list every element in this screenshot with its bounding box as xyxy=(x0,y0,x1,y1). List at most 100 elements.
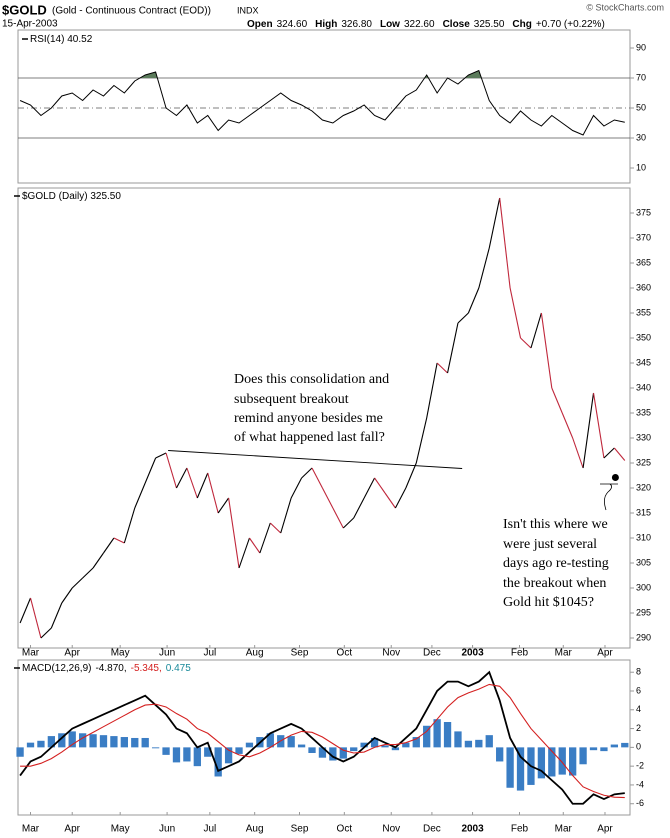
y-tick-label: 90 xyxy=(636,42,646,52)
histogram-bar xyxy=(506,747,514,788)
histogram-bar xyxy=(329,747,337,761)
x-tick-label: Mar xyxy=(555,648,573,659)
quote-label: Open xyxy=(247,19,273,30)
price-segment xyxy=(82,567,94,579)
histogram-bar xyxy=(26,742,35,748)
price-segment xyxy=(92,552,104,569)
price-segment xyxy=(144,457,157,484)
symbol: $GOLD xyxy=(2,2,47,17)
price-segment xyxy=(582,392,595,469)
price-segment xyxy=(499,197,511,289)
price-segment xyxy=(561,412,574,439)
quote-value: 325.50 xyxy=(474,19,505,30)
price-segment xyxy=(447,322,459,374)
price-segment xyxy=(123,507,136,544)
histogram-bar xyxy=(350,747,358,752)
histogram-bar xyxy=(151,747,160,749)
price-segment xyxy=(311,467,323,489)
histogram-bar xyxy=(423,725,431,748)
y-tick-label: 360 xyxy=(636,282,651,292)
annotation: Gold hit $1045? xyxy=(503,595,594,610)
y-tick-label: 310 xyxy=(636,532,651,542)
y-tick-label: 350 xyxy=(636,332,651,342)
price-segment xyxy=(280,497,292,534)
y-tick-label: 320 xyxy=(636,482,651,492)
y-tick-label: 4 xyxy=(636,704,641,714)
panel xyxy=(17,659,631,816)
price-segment xyxy=(551,387,563,414)
price-segment xyxy=(353,497,365,519)
legend-value: 0.475 xyxy=(166,663,191,674)
x-tick-label: Feb xyxy=(511,648,529,659)
price-segment xyxy=(238,537,250,569)
histogram-bar xyxy=(287,736,295,748)
price-segment xyxy=(436,362,448,374)
price-segment xyxy=(405,462,417,489)
x-tick-label: Feb xyxy=(511,824,529,835)
price-segment xyxy=(520,337,532,349)
x-tick-label: Dec xyxy=(423,648,441,659)
annotation: Does this consolidation and xyxy=(234,372,389,387)
histogram-bar xyxy=(141,737,149,748)
series-line xyxy=(20,683,625,799)
price-segment xyxy=(572,437,584,469)
price-segment xyxy=(540,312,553,389)
price-segment xyxy=(40,627,52,639)
annotation-arrow xyxy=(600,483,618,511)
price-segment xyxy=(467,287,480,314)
price-segment xyxy=(613,447,626,461)
histogram-bar xyxy=(37,740,45,748)
panel xyxy=(17,187,631,649)
quote-value: 326.80 xyxy=(341,19,372,30)
legend-label: $GOLD (Daily) 325.50 xyxy=(22,191,121,202)
quote-value: 324.60 xyxy=(277,19,308,30)
y-tick-label: 340 xyxy=(636,382,651,392)
histogram-bar xyxy=(318,747,327,758)
price-segment xyxy=(457,312,469,324)
y-tick-label: 6 xyxy=(636,685,641,695)
histogram-bar xyxy=(78,733,87,748)
y-tick-label: 2 xyxy=(636,723,641,733)
histogram-bar xyxy=(162,747,170,755)
price-segment xyxy=(342,517,355,529)
quote-label: High xyxy=(315,19,337,30)
x-tick-label: Apr xyxy=(64,824,80,835)
histogram-bar xyxy=(245,742,254,748)
y-tick-label: 300 xyxy=(636,582,651,592)
histogram-bar xyxy=(370,737,379,748)
price-segment xyxy=(186,467,198,499)
annotation: of what happened last fall? xyxy=(234,430,385,445)
series-line xyxy=(19,69,625,136)
date: 15-Apr-2003 xyxy=(2,19,58,30)
histogram-bar xyxy=(391,747,400,751)
price-segment xyxy=(196,472,209,499)
histogram-bar xyxy=(496,747,504,762)
histogram-bar xyxy=(58,733,66,748)
price-segment xyxy=(175,467,188,489)
x-tick-label: Sep xyxy=(291,648,309,659)
price-segment xyxy=(29,597,42,639)
histogram-bar xyxy=(516,747,525,791)
x-tick-label: Oct xyxy=(337,648,353,659)
price-segment xyxy=(321,487,334,509)
histogram-bar xyxy=(454,731,462,748)
histogram-bar xyxy=(214,747,222,777)
x-tick-label: Apr xyxy=(64,648,80,659)
histogram-bar xyxy=(89,734,97,748)
instrument-name: (Gold - Continuous Contract (EOD)) xyxy=(52,6,211,17)
annotation: were just several xyxy=(503,537,597,552)
price-segment xyxy=(113,537,125,544)
legend-value: -5.345, xyxy=(131,663,162,674)
histogram-bar xyxy=(193,747,201,767)
price-segment xyxy=(363,477,376,499)
y-tick-label: 30 xyxy=(636,132,646,142)
histogram-bar xyxy=(589,747,598,751)
histogram-bar xyxy=(339,747,347,759)
series-line xyxy=(19,670,625,805)
legend: $GOLD (Daily) 325.50 xyxy=(22,191,121,202)
quote-value: +0.70 (+0.22%) xyxy=(536,19,605,30)
x-tick-label: Jun xyxy=(159,648,175,659)
x-tick-label: Aug xyxy=(246,648,264,659)
x-tick-label: Mar xyxy=(22,648,40,659)
histogram-bar xyxy=(360,742,368,748)
